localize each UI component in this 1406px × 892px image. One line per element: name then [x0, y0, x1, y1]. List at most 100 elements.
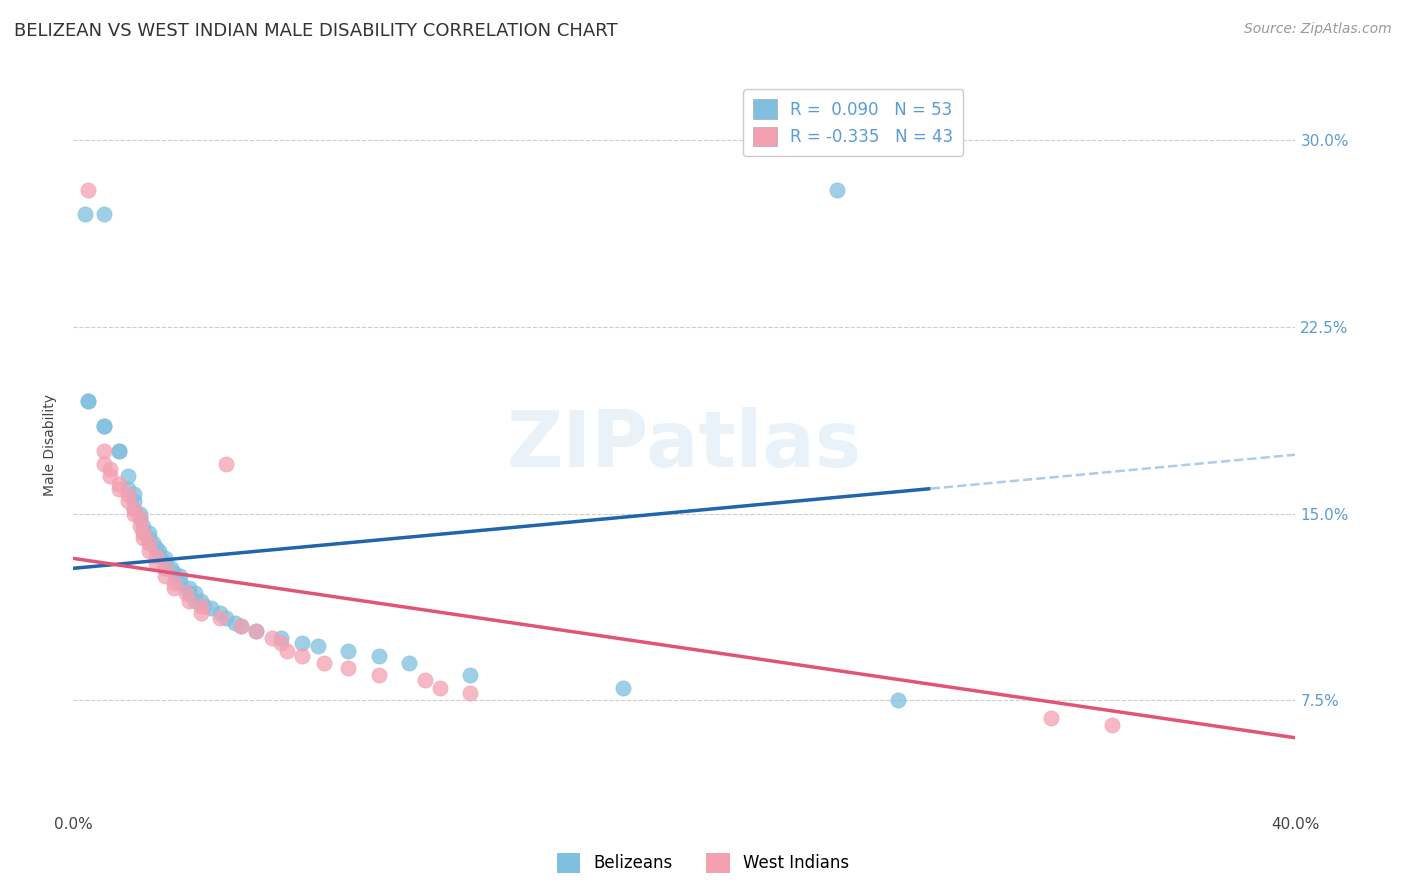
Point — [276, 643, 298, 657]
Point — [887, 693, 910, 707]
Point — [200, 601, 222, 615]
Point — [122, 501, 145, 516]
Point — [77, 183, 100, 197]
Text: ZIPatlas: ZIPatlas — [506, 407, 862, 483]
Point — [174, 586, 197, 600]
Point — [138, 526, 160, 541]
Point — [260, 631, 283, 645]
Point — [270, 636, 292, 650]
Point — [141, 536, 163, 550]
Point — [132, 526, 155, 541]
Point — [122, 507, 145, 521]
Point — [153, 551, 176, 566]
Point — [77, 394, 100, 409]
Point — [190, 599, 212, 613]
Point — [215, 457, 238, 471]
Point — [148, 544, 170, 558]
Point — [1040, 711, 1063, 725]
Point — [138, 536, 160, 550]
Point — [612, 681, 634, 695]
Text: Source: ZipAtlas.com: Source: ZipAtlas.com — [1244, 22, 1392, 37]
Point — [184, 593, 207, 607]
Point — [307, 639, 329, 653]
Point — [98, 469, 121, 483]
Point — [145, 557, 167, 571]
Point — [163, 576, 186, 591]
Point — [190, 606, 212, 620]
Point — [398, 656, 420, 670]
Point — [132, 524, 155, 538]
Point — [270, 631, 292, 645]
Point — [93, 444, 115, 458]
Point — [291, 648, 314, 663]
Point — [117, 482, 139, 496]
Point — [179, 593, 201, 607]
Point — [179, 586, 201, 600]
Point — [337, 643, 360, 657]
Point — [153, 557, 176, 571]
Point — [245, 624, 267, 638]
Point — [138, 536, 160, 550]
Point — [1101, 718, 1123, 732]
Point — [117, 486, 139, 500]
Point — [312, 656, 335, 670]
Point — [190, 593, 212, 607]
Point — [208, 606, 231, 620]
Point — [122, 494, 145, 508]
Point — [245, 624, 267, 638]
Point — [169, 569, 191, 583]
Point — [367, 668, 389, 682]
Point — [224, 616, 246, 631]
Point — [98, 461, 121, 475]
Point — [208, 611, 231, 625]
Legend: R =  0.090   N = 53, R = -0.335   N = 43: R = 0.090 N = 53, R = -0.335 N = 43 — [744, 89, 963, 156]
Point — [93, 419, 115, 434]
Point — [138, 532, 160, 546]
Point — [337, 661, 360, 675]
Point — [169, 576, 191, 591]
Point — [429, 681, 451, 695]
Point — [145, 549, 167, 563]
Point — [367, 648, 389, 663]
Point — [132, 519, 155, 533]
Point — [117, 494, 139, 508]
Text: BELIZEAN VS WEST INDIAN MALE DISABILITY CORRELATION CHART: BELIZEAN VS WEST INDIAN MALE DISABILITY … — [14, 22, 617, 40]
Point — [108, 476, 131, 491]
Point — [193, 599, 215, 613]
Point — [132, 532, 155, 546]
Point — [163, 566, 186, 581]
Point — [231, 618, 253, 632]
Point — [77, 394, 100, 409]
Y-axis label: Male Disability: Male Disability — [44, 394, 58, 496]
Point — [129, 507, 152, 521]
Point — [179, 581, 201, 595]
Point — [460, 668, 482, 682]
Point — [160, 561, 183, 575]
Point — [153, 569, 176, 583]
Point — [117, 469, 139, 483]
Point — [148, 549, 170, 563]
Point — [93, 457, 115, 471]
Point — [184, 586, 207, 600]
Point — [460, 686, 482, 700]
Point — [108, 444, 131, 458]
Point — [163, 581, 186, 595]
Point — [108, 444, 131, 458]
Point — [93, 419, 115, 434]
Point — [153, 561, 176, 575]
Point — [825, 183, 848, 197]
Point — [129, 519, 152, 533]
Point — [145, 541, 167, 556]
Legend: Belizeans, West Indians: Belizeans, West Indians — [550, 847, 856, 880]
Point — [138, 544, 160, 558]
Point — [413, 673, 436, 688]
Point — [93, 207, 115, 221]
Point — [129, 511, 152, 525]
Point — [129, 511, 152, 525]
Point — [75, 207, 97, 221]
Point — [108, 482, 131, 496]
Point — [231, 618, 253, 632]
Point — [122, 501, 145, 516]
Point — [122, 486, 145, 500]
Point — [215, 611, 238, 625]
